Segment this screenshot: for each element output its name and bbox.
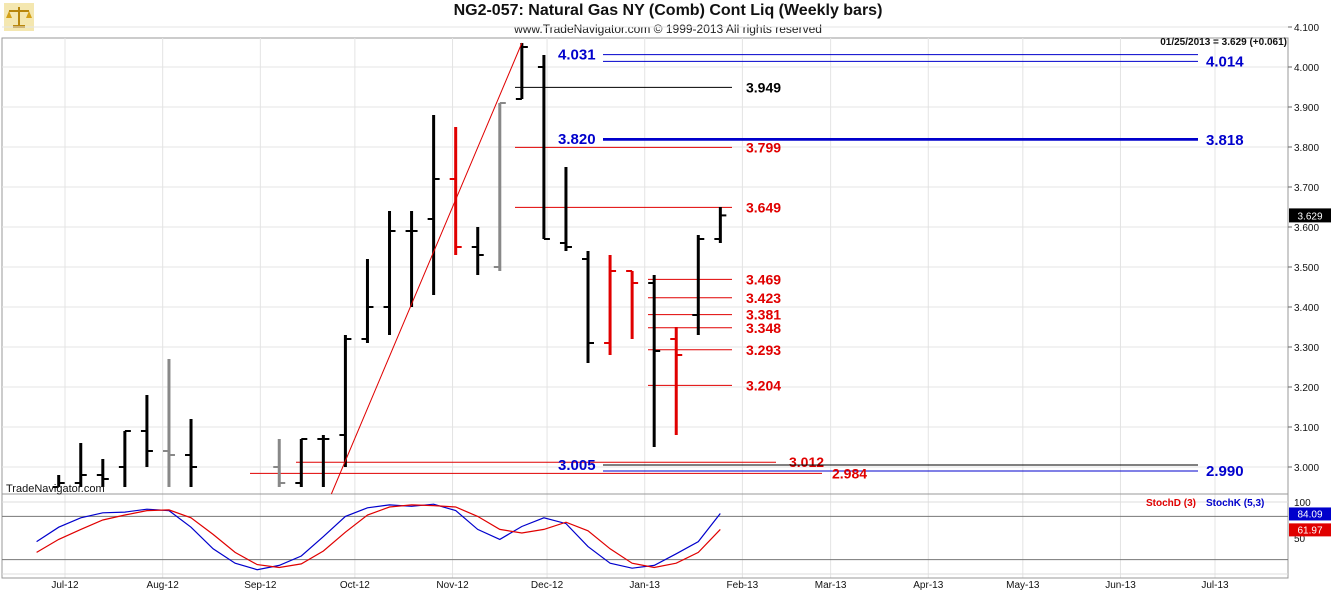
ohlc-bar — [626, 270, 639, 339]
y-tick-label: 3.200 — [1294, 383, 1319, 394]
x-tick-label: May-13 — [1006, 580, 1040, 591]
ohlc-bar — [273, 439, 286, 487]
y-tick-label: 3.600 — [1294, 223, 1319, 234]
ohlc-bar — [559, 167, 572, 251]
ohlc-bar — [52, 475, 65, 488]
x-tick-label: Jan-13 — [629, 580, 660, 591]
ohlc-bar — [471, 227, 484, 275]
level-label: 4.031 — [558, 47, 596, 64]
ohlc-bar — [339, 335, 352, 467]
stochastic-panel: 100 50 84.09 61.97 — [2, 498, 1331, 575]
chart-title: NG2-057: Natural Gas NY (Comb) Cont Liq … — [453, 2, 883, 19]
copyright-text: www.TradeNavigator.com © 1999-2013 All r… — [514, 22, 822, 36]
level-label: 2.990 — [1206, 463, 1244, 480]
level-label: 3.005 — [558, 457, 596, 474]
y-tick-label: 3.900 — [1294, 103, 1319, 114]
trendline — [330, 42, 523, 495]
ohlc-bars — [52, 43, 727, 488]
stoch-line — [36, 504, 721, 569]
ohlc-bar — [74, 443, 87, 487]
ohlc-bar — [317, 435, 330, 487]
stochd-value-box — [1289, 523, 1331, 537]
x-tick-label: Oct-12 — [340, 580, 370, 591]
y-tick-label: 3.700 — [1294, 183, 1319, 194]
x-tick-label: Jun-13 — [1105, 580, 1136, 591]
ohlc-bar — [295, 438, 308, 487]
ohlc-bar — [648, 275, 661, 447]
y-tick-label: 3.000 — [1294, 463, 1319, 474]
watermark: TradeNavigator.com — [6, 483, 105, 495]
level-label: 2.984 — [832, 465, 867, 481]
ohlc-bar — [714, 207, 727, 243]
y-tick-label: 3.400 — [1294, 303, 1319, 314]
ohlc-bar — [405, 211, 418, 307]
stoch-line — [36, 503, 721, 571]
x-tick-label: Apr-13 — [913, 580, 943, 591]
y-tick-label: 3.300 — [1294, 343, 1319, 354]
y-tick-label: 3.800 — [1294, 143, 1319, 154]
stochk-value-box — [1289, 507, 1331, 521]
current-price-label: 3.629 — [1297, 211, 1322, 222]
y-tick-label: 4.100 — [1294, 23, 1319, 34]
stoch-tick-label: 100 — [1294, 498, 1311, 509]
ohlc-bar — [96, 459, 109, 487]
y-tick-label: 4.000 — [1294, 63, 1319, 74]
x-tick-label: Mar-13 — [815, 580, 847, 591]
ohlc-bar — [383, 211, 396, 335]
stochk-value: 84.09 — [1297, 509, 1322, 520]
last-quote: 01/25/2013 = 3.629 (+0.061) — [1160, 37, 1287, 48]
ohlc-bar — [162, 359, 175, 487]
stochd-value: 61.97 — [1297, 525, 1322, 536]
trendline-segment — [330, 42, 523, 495]
ohlc-bar — [692, 235, 705, 335]
ohlc-bar — [361, 259, 374, 343]
ohlc-bar — [604, 255, 617, 355]
level-label: 3.012 — [789, 454, 824, 470]
ohlc-bar — [185, 419, 198, 487]
ohlc-bar — [582, 251, 595, 363]
x-tick-label: Sep-12 — [244, 580, 277, 591]
x-tick-label: Jul-13 — [1201, 580, 1229, 591]
x-tick-label: Feb-13 — [727, 580, 759, 591]
legend-stochk: StochK (5,3) — [1206, 498, 1264, 509]
x-tick-label: Nov-12 — [436, 580, 469, 591]
level-label: 3.820 — [558, 131, 596, 148]
level-lines: 4.031 4.014 3.949 3.820 3.818 3.799 3.649 3.469… — [250, 47, 1244, 481]
ohlc-bar — [670, 327, 683, 435]
x-tick-label: Jul-12 — [51, 580, 79, 591]
x-tick-label: Aug-12 — [147, 580, 180, 591]
y-tick-label: 3.100 — [1294, 423, 1319, 434]
level-label: 3.799 — [746, 139, 781, 155]
y-axis: 3.000 3.100 3.200 3.300 3.400 3.500 3.600 3.700… — [1288, 23, 1331, 474]
level-label: 3.381 — [746, 307, 781, 323]
ohlc-bar — [427, 115, 440, 295]
level-label: 3.293 — [746, 342, 781, 358]
x-tick-label: Dec-12 — [531, 580, 564, 591]
ohlc-bar — [537, 55, 550, 240]
level-label: 3.818 — [1206, 132, 1244, 149]
y-tick-label: 3.500 — [1294, 263, 1319, 274]
ohlc-bar — [493, 102, 506, 271]
level-label: 3.469 — [746, 271, 781, 287]
gridlines — [2, 26, 1289, 579]
level-label: 3.204 — [746, 377, 781, 393]
current-price-box — [1289, 208, 1331, 223]
ohlc-bar — [449, 127, 462, 255]
ohlc-bar — [515, 43, 528, 100]
level-label: 3.348 — [746, 320, 781, 336]
legend-stochd: StochD (3) — [1146, 498, 1196, 509]
level-label: 4.014 — [1206, 53, 1244, 70]
level-label: 3.649 — [746, 199, 781, 215]
scales-icon — [4, 3, 34, 31]
level-label: 3.949 — [746, 79, 781, 95]
level-label: 3.423 — [746, 290, 781, 306]
ohlc-bar — [140, 395, 153, 467]
ohlc-bar — [118, 430, 131, 487]
stoch-tick-label: 50 — [1294, 534, 1306, 545]
x-axis: Jul-12 Aug-12 Sep-12 Oct-12 Nov-12 Dec-12 Jan-… — [51, 580, 1229, 591]
